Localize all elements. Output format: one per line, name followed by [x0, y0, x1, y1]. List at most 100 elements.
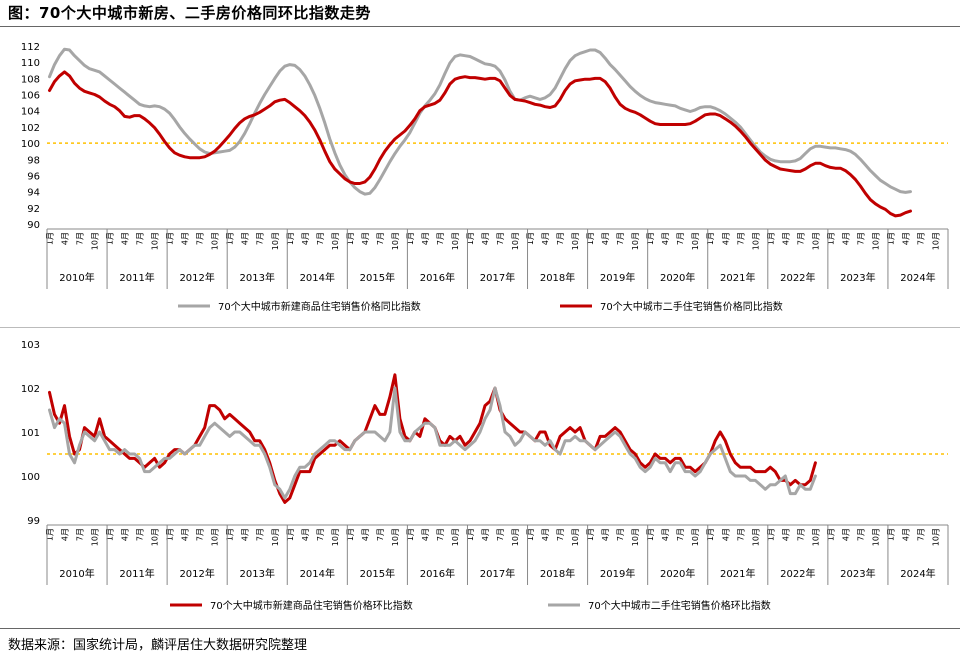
- year-label: 2023年: [840, 271, 875, 284]
- y-tick-label: 99: [27, 516, 40, 527]
- legend-label: 70个大中城市二手住宅销售价格环比指数: [588, 599, 771, 612]
- month-tick-label: 7月: [316, 528, 325, 541]
- year-label: 2011年: [119, 271, 154, 284]
- month-tick-label: 7月: [556, 232, 565, 245]
- month-tick-label: 1月: [106, 528, 115, 541]
- month-tick-label: 4月: [421, 528, 430, 541]
- year-label: 2024年: [900, 271, 935, 284]
- month-tick-label: 10月: [691, 232, 700, 250]
- month-tick-label: 4月: [901, 528, 910, 541]
- month-tick-label: 4月: [721, 232, 730, 245]
- year-label: 2020年: [660, 567, 695, 580]
- y-tick-label: 103: [21, 340, 40, 351]
- legend-label: 70个大中城市二手住宅销售价格同比指数: [600, 300, 783, 313]
- year-label: 2021年: [720, 271, 755, 284]
- month-tick-label: 7月: [796, 528, 805, 541]
- month-tick-label: 1月: [346, 232, 355, 245]
- month-tick-label: 4月: [181, 528, 190, 541]
- month-tick-label: 10月: [151, 528, 160, 546]
- y-tick-label: 92: [27, 204, 40, 215]
- month-tick-label: 10月: [331, 232, 340, 250]
- month-tick-label: 4月: [61, 232, 70, 245]
- month-tick-label: 1月: [646, 232, 655, 245]
- month-tick-label: 4月: [61, 528, 70, 541]
- month-tick-label: 1月: [166, 232, 175, 245]
- month-tick-label: 7月: [616, 232, 625, 245]
- month-tick-label: 7月: [316, 232, 325, 245]
- month-tick-label: 1月: [586, 232, 595, 245]
- month-tick-label: 1月: [526, 232, 535, 245]
- month-tick-label: 1月: [286, 528, 295, 541]
- year-label: 2017年: [480, 567, 515, 580]
- month-tick-label: 4月: [301, 232, 310, 245]
- y-tick-label: 102: [21, 384, 40, 395]
- year-label: 2019年: [600, 567, 635, 580]
- month-tick-label: 7月: [136, 528, 145, 541]
- legend-label: 70个大中城市新建商品住宅销售价格同比指数: [218, 300, 421, 313]
- month-tick-label: 1月: [706, 528, 715, 541]
- month-tick-label: 10月: [751, 528, 760, 546]
- month-tick-label: 7月: [196, 232, 205, 245]
- month-tick-label: 4月: [661, 528, 670, 541]
- month-tick-label: 4月: [241, 232, 250, 245]
- month-tick-label: 4月: [841, 528, 850, 541]
- month-tick-label: 4月: [781, 232, 790, 245]
- month-tick-label: 7月: [856, 232, 865, 245]
- month-tick-label: 1月: [766, 528, 775, 541]
- month-tick-label: 7月: [136, 232, 145, 245]
- year-label: 2013年: [240, 271, 275, 284]
- month-tick-label: 10月: [811, 232, 820, 250]
- month-tick-label: 1月: [46, 528, 55, 541]
- y-tick-label: 98: [27, 155, 40, 166]
- y-tick-label: 101: [21, 428, 40, 439]
- series-line: [48, 386, 817, 500]
- month-tick-label: 7月: [376, 232, 385, 245]
- month-tick-label: 10月: [391, 528, 400, 546]
- year-label: 2018年: [540, 271, 575, 284]
- month-tick-label: 7月: [916, 528, 925, 541]
- chart-divider: [0, 327, 960, 328]
- month-tick-label: 1月: [166, 528, 175, 541]
- month-tick-label: 1月: [826, 232, 835, 245]
- month-tick-label: 1月: [406, 528, 415, 541]
- month-tick-label: 10月: [631, 232, 640, 250]
- month-tick-label: 7月: [676, 528, 685, 541]
- mom-series-lines: [48, 373, 817, 504]
- month-tick-label: 7月: [256, 232, 265, 245]
- month-tick-label: 10月: [931, 232, 940, 250]
- month-tick-label: 1月: [286, 232, 295, 245]
- bottom-divider: [0, 628, 960, 629]
- source-note: 数据来源：国家统计局，麟评居住大数据研究院整理: [8, 638, 308, 653]
- month-tick-label: 1月: [466, 232, 475, 245]
- y-tick-label: 106: [21, 91, 40, 102]
- year-label: 2024年: [900, 567, 935, 580]
- mom-chart: 99 100 101 102 103 1月 4月 7月 10月 1月 4月 7月 10月 1月 4月 7月 10…: [21, 340, 949, 612]
- yoy-axes: 90 92 94 96 98 100 102 104 106 108 110 112 1月 4月 7月 10月…: [21, 42, 949, 289]
- year-label: 2015年: [360, 271, 395, 284]
- series-line: [48, 47, 912, 196]
- month-tick-label: 10月: [571, 528, 580, 546]
- month-tick-label: 1月: [46, 232, 55, 245]
- month-tick-label: 7月: [916, 232, 925, 245]
- month-tick-label: 7月: [196, 528, 205, 541]
- year-label: 2014年: [300, 567, 335, 580]
- year-label: 2010年: [59, 271, 94, 284]
- year-label: 2022年: [780, 567, 815, 580]
- month-tick-label: 4月: [601, 232, 610, 245]
- month-tick-label: 4月: [601, 528, 610, 541]
- year-label: 2012年: [179, 271, 214, 284]
- month-tick-label: 7月: [736, 232, 745, 245]
- month-tick-label: 4月: [481, 232, 490, 245]
- y-tick-label: 112: [21, 42, 40, 53]
- legend-label: 70个大中城市新建商品住宅销售价格环比指数: [210, 599, 413, 612]
- month-tick-label: 10月: [571, 232, 580, 250]
- month-tick-label: 4月: [781, 528, 790, 541]
- month-tick-label: 1月: [766, 232, 775, 245]
- month-tick-label: 10月: [151, 232, 160, 250]
- month-tick-label: 10月: [511, 232, 520, 250]
- month-tick-label: 1月: [886, 232, 895, 245]
- month-tick-label: 4月: [181, 232, 190, 245]
- month-tick-label: 10月: [751, 232, 760, 250]
- year-label: 2019年: [600, 271, 635, 284]
- month-tick-label: 10月: [631, 528, 640, 546]
